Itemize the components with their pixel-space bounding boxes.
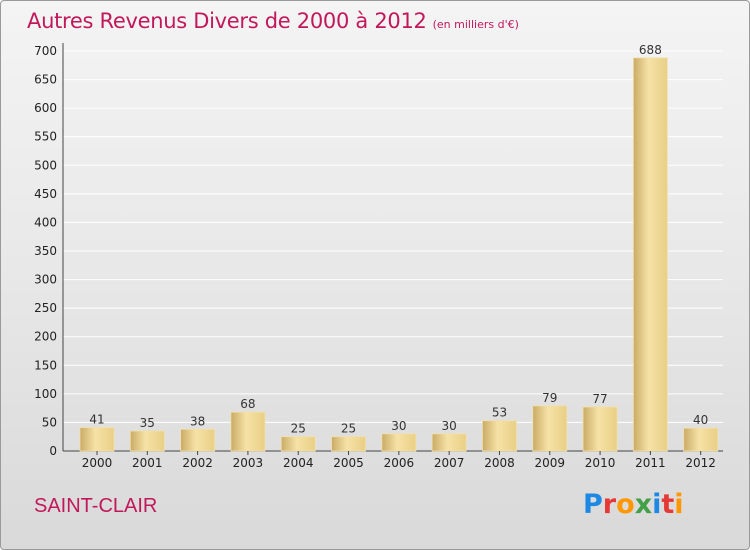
- bar: [230, 411, 266, 452]
- y-tick-label: 250: [34, 301, 57, 315]
- y-tick-label: 500: [34, 158, 57, 172]
- x-tick-label: 2012: [685, 456, 716, 470]
- chart-title: Autres Revenus Divers de 2000 à 2012 (en …: [27, 9, 519, 33]
- y-tick-label: 550: [34, 130, 57, 144]
- commune-name: SAINT-CLAIR: [34, 495, 158, 517]
- x-tick-label: 2000: [82, 456, 113, 470]
- y-tick-label: 200: [34, 330, 57, 344]
- data-labels: 41 35 38 68 25 25 30 30 53 79 77 688 40: [89, 43, 708, 436]
- x-tick-label: 2002: [182, 456, 213, 470]
- logo-letter: P: [583, 489, 603, 520]
- bar: [582, 406, 618, 452]
- y-tick-label: 100: [34, 387, 57, 401]
- bar: [381, 433, 417, 452]
- data-label: 53: [492, 406, 507, 420]
- y-tick-label: 450: [34, 187, 57, 201]
- x-tick-label: 2011: [635, 456, 666, 470]
- grid-lines: [63, 50, 723, 452]
- data-label: 25: [291, 422, 306, 436]
- data-label: 40: [693, 413, 708, 427]
- y-tick-label: 400: [34, 215, 57, 229]
- bar: [532, 405, 568, 452]
- chart-title-text: Autres Revenus Divers de 2000 à 2012: [27, 9, 427, 33]
- logo-letter: x: [634, 489, 653, 520]
- logo-letter: o: [616, 489, 635, 520]
- bar: [632, 57, 668, 452]
- data-label: 35: [140, 416, 155, 430]
- x-tick-label: 2008: [484, 456, 515, 470]
- y-tick-label: 350: [34, 244, 57, 258]
- bar: [331, 436, 366, 452]
- y-tick-label: 50: [42, 415, 57, 429]
- bar: [683, 427, 719, 452]
- x-tick-label: 2007: [434, 456, 465, 470]
- bar: [280, 436, 316, 452]
- x-tick-label: 2004: [283, 456, 314, 470]
- y-tick-label: 150: [34, 358, 57, 372]
- x-tick-label: 2003: [233, 456, 264, 470]
- data-label: 30: [442, 419, 457, 433]
- x-axis: 2000 2001 2002 2003 2004 2005 2006 2007 2008 2009…: [82, 451, 716, 470]
- data-label: 68: [240, 397, 255, 411]
- data-label: 25: [341, 422, 356, 436]
- logo-letter: r: [602, 489, 617, 520]
- data-label: 688: [639, 43, 662, 57]
- x-tick-label: 2001: [132, 456, 163, 470]
- bar: [431, 433, 467, 452]
- chart-subtitle: (en milliers d'€): [432, 18, 519, 31]
- y-tick-label: 600: [34, 101, 57, 115]
- x-tick-label: 2006: [384, 456, 415, 470]
- bars: [79, 57, 719, 452]
- x-tick-label: 2009: [534, 456, 565, 470]
- data-label: 41: [89, 413, 104, 427]
- y-tick-label: 300: [34, 273, 57, 287]
- logo-letter: t: [661, 489, 675, 520]
- data-label: 79: [542, 391, 557, 405]
- x-tick-label: 2010: [585, 456, 616, 470]
- bar: [482, 420, 517, 452]
- bar: [79, 427, 115, 452]
- y-tick-label: 650: [34, 73, 57, 87]
- proxiti-logo: Proxiti: [583, 489, 684, 520]
- data-label: 30: [391, 419, 406, 433]
- bar: [180, 428, 216, 452]
- x-tick-label: 2005: [333, 456, 364, 470]
- logo-letter: i: [652, 489, 662, 520]
- y-tick-label: 0: [49, 444, 57, 458]
- data-label: 77: [592, 392, 607, 406]
- logo-letter: i: [674, 489, 684, 520]
- bar: [129, 430, 165, 452]
- data-label: 38: [190, 414, 205, 428]
- y-tick-label: 700: [34, 44, 57, 58]
